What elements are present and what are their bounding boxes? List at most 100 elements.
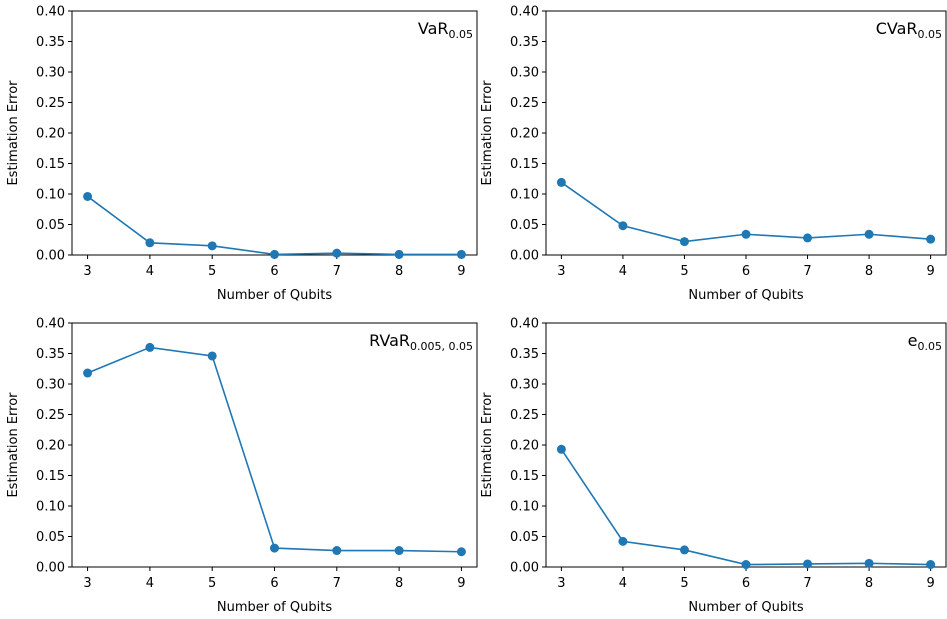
y-tick-label: 0.15 bbox=[510, 157, 539, 172]
y-tick-label: 0.20 bbox=[510, 127, 539, 142]
y-tick-label: 0.30 bbox=[510, 66, 539, 81]
axes-frame bbox=[71, 10, 478, 256]
data-point bbox=[145, 342, 155, 352]
chart-panel: 0.00 0.05 0.10 0.15 0.20 0.25 0.30 0.35 0.40 3 4 5 6… bbox=[480, 317, 947, 615]
data-point bbox=[145, 238, 155, 248]
y-axis-label: Estimation Error bbox=[480, 392, 495, 498]
data-point bbox=[864, 229, 874, 239]
x-tick-label: 8 bbox=[865, 264, 873, 279]
data-point bbox=[207, 351, 217, 361]
data-point bbox=[207, 241, 217, 251]
x-tick-label: 7 bbox=[333, 576, 341, 591]
y-tick-label: 0.25 bbox=[36, 96, 65, 111]
y-tick-label: 0.05 bbox=[510, 218, 539, 233]
panel-title: e0.05 bbox=[908, 331, 942, 353]
y-tick-label: 0.40 bbox=[36, 5, 65, 20]
panel-title-subscript: 0.05 bbox=[918, 340, 943, 353]
x-tick-label: 7 bbox=[803, 264, 811, 279]
axes-frame bbox=[545, 10, 947, 256]
y-tick-label: 0.35 bbox=[510, 347, 539, 362]
x-tick-label: 8 bbox=[865, 576, 873, 591]
chart-panel: 0.00 0.05 0.10 0.15 0.20 0.25 0.30 0.35 0.40 3 4 5 6… bbox=[6, 317, 478, 615]
y-tick-label: 0.00 bbox=[510, 561, 539, 576]
axes-frame bbox=[545, 322, 947, 568]
data-point bbox=[556, 444, 566, 454]
x-tick-label: 4 bbox=[619, 576, 627, 591]
y-axis-label: Estimation Error bbox=[6, 80, 21, 186]
x-tick-label: 5 bbox=[680, 264, 688, 279]
y-tick-label: 0.15 bbox=[36, 469, 65, 484]
data-point bbox=[394, 546, 404, 556]
data-point bbox=[556, 177, 566, 187]
data-point bbox=[83, 191, 93, 201]
y-tick-label: 0.30 bbox=[36, 66, 65, 81]
series-line bbox=[87, 195, 462, 256]
chart-panel: 0.00 0.05 0.10 0.15 0.20 0.25 0.30 0.35 0.40 3 4 5 6… bbox=[480, 5, 947, 303]
data-point bbox=[803, 233, 813, 243]
x-tick-label: 3 bbox=[83, 576, 91, 591]
x-tick-label: 4 bbox=[146, 576, 154, 591]
panel-title-main: CVaR bbox=[876, 19, 918, 38]
data-point bbox=[270, 249, 279, 259]
data-point bbox=[618, 221, 628, 231]
y-tick-label: 0.25 bbox=[510, 96, 539, 111]
data-point bbox=[618, 536, 628, 546]
y-tick-label: 0.30 bbox=[510, 378, 539, 393]
y-tick-label: 0.15 bbox=[36, 157, 65, 172]
y-tick-label: 0.25 bbox=[36, 408, 65, 423]
y-tick-label: 0.35 bbox=[36, 347, 65, 362]
y-tick-label: 0.05 bbox=[36, 218, 65, 233]
data-point bbox=[679, 545, 689, 555]
x-tick-label: 5 bbox=[208, 264, 216, 279]
x-tick-label: 5 bbox=[680, 576, 688, 591]
data-point bbox=[864, 558, 874, 568]
x-tick-label: 8 bbox=[395, 264, 403, 279]
y-tick-label: 0.40 bbox=[36, 317, 65, 332]
y-tick-label: 0.35 bbox=[510, 35, 539, 50]
panel-title-main: VaR bbox=[418, 19, 449, 38]
panel-title: CVaR0.05 bbox=[876, 19, 942, 41]
x-tick-label: 5 bbox=[208, 576, 216, 591]
x-tick-label: 6 bbox=[742, 576, 750, 591]
y-tick-label: 0.40 bbox=[510, 5, 539, 20]
x-tick-label: 9 bbox=[457, 576, 465, 591]
data-point bbox=[803, 559, 813, 569]
y-axis-label: Estimation Error bbox=[6, 392, 21, 498]
axes-frame bbox=[71, 322, 478, 568]
chart-panel: 0.00 0.05 0.10 0.15 0.20 0.25 0.30 0.35 0.40 3 4 5 6… bbox=[6, 5, 478, 303]
x-tick-label: 6 bbox=[270, 264, 278, 279]
y-tick-label: 0.20 bbox=[36, 127, 65, 142]
y-tick-label: 0.30 bbox=[36, 378, 65, 393]
data-point bbox=[741, 560, 751, 570]
data-point bbox=[332, 248, 342, 258]
data-point bbox=[456, 249, 466, 259]
y-tick-label: 0.00 bbox=[510, 249, 539, 264]
x-tick-label: 6 bbox=[742, 264, 750, 279]
x-tick-label: 6 bbox=[270, 576, 278, 591]
y-tick-label: 0.40 bbox=[510, 317, 539, 332]
y-tick-label: 0.25 bbox=[510, 408, 539, 423]
x-axis-label: Number of Qubits bbox=[688, 288, 803, 303]
y-tick-label: 0.10 bbox=[36, 188, 65, 203]
y-tick-label: 0.05 bbox=[510, 530, 539, 545]
data-point bbox=[270, 543, 279, 553]
x-tick-label: 3 bbox=[557, 264, 565, 279]
data-point bbox=[83, 368, 93, 378]
x-axis-label: Number of Qubits bbox=[217, 600, 332, 615]
panel-title-main: RVaR bbox=[369, 331, 410, 350]
data-point bbox=[741, 229, 751, 239]
x-tick-label: 8 bbox=[395, 576, 403, 591]
panel-title-subscript: 0.05 bbox=[449, 28, 474, 41]
data-point bbox=[456, 547, 466, 557]
y-tick-label: 0.10 bbox=[510, 500, 539, 515]
y-tick-label: 0.35 bbox=[36, 35, 65, 50]
x-axis-label: Number of Qubits bbox=[217, 288, 332, 303]
data-point bbox=[332, 546, 342, 556]
x-tick-label: 7 bbox=[333, 264, 341, 279]
x-tick-label: 3 bbox=[557, 576, 565, 591]
x-tick-label: 3 bbox=[83, 264, 91, 279]
data-point bbox=[926, 560, 936, 570]
series-line bbox=[560, 448, 931, 566]
y-tick-label: 0.00 bbox=[36, 561, 65, 576]
